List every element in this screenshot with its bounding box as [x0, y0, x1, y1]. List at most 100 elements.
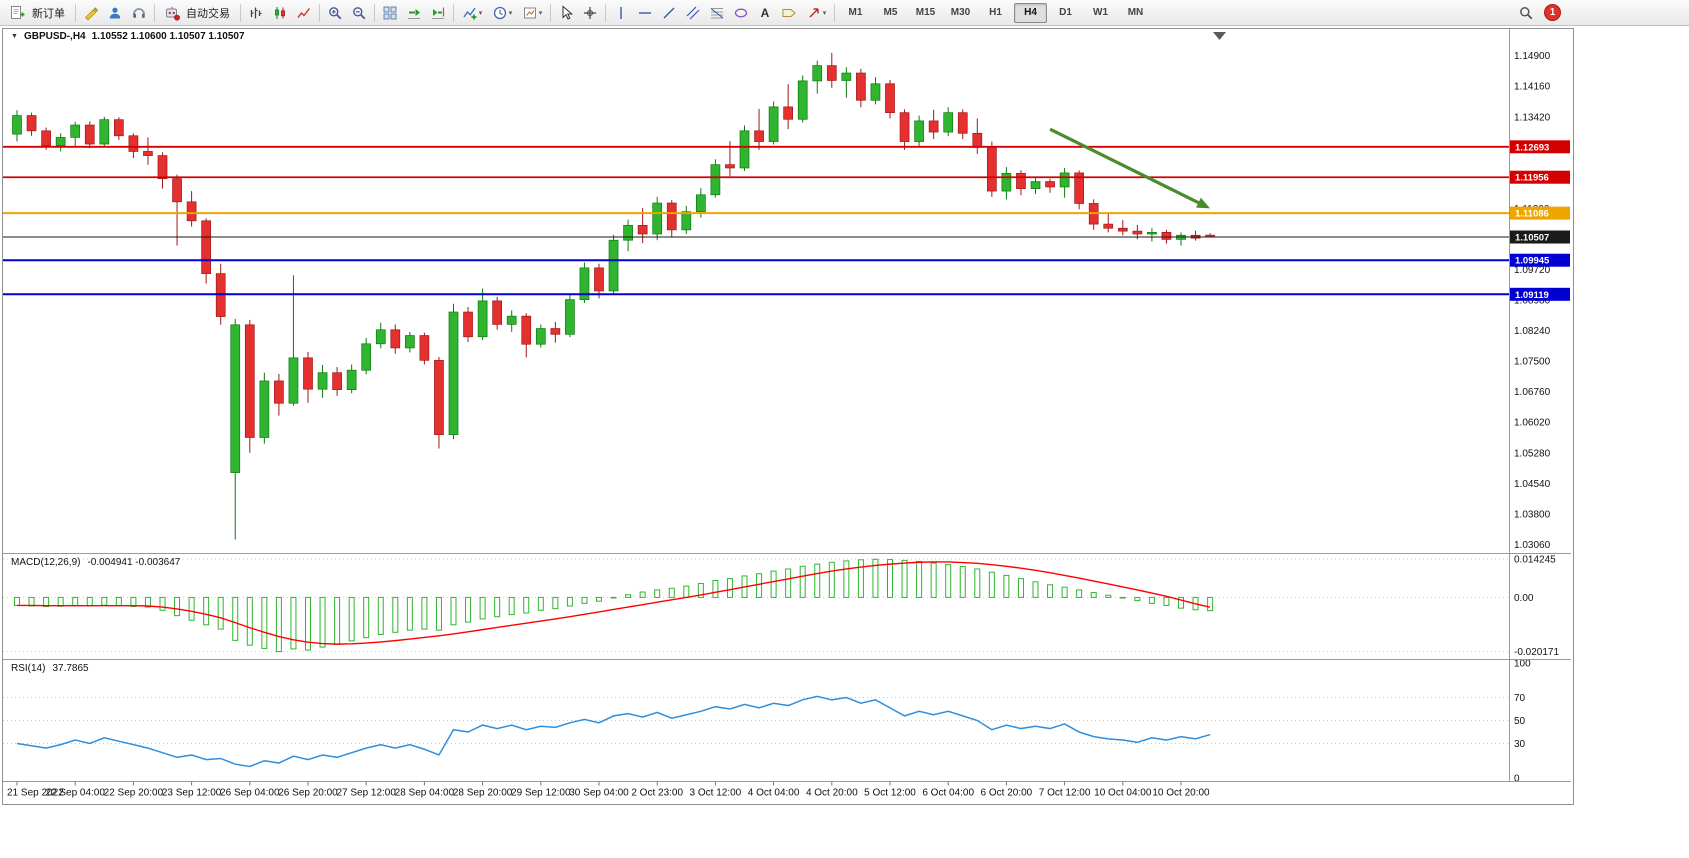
price-tag [1510, 170, 1570, 184]
svg-text:26 Sep 20:00: 26 Sep 20:00 [278, 788, 338, 799]
notification-badge[interactable]: 1 [1544, 4, 1561, 21]
timeframe-button-W1[interactable]: W1 [1093, 7, 1108, 18]
timeframe-button-M15[interactable]: M15 [915, 7, 936, 18]
timeframe-button-H4[interactable]: H4 [1014, 2, 1047, 23]
zoom-in-icon[interactable] [323, 2, 347, 24]
timeframe-button-M1[interactable]: M1 [848, 7, 863, 18]
bar-chart-icon[interactable] [244, 2, 268, 24]
vertical-line-icon[interactable] [609, 2, 633, 24]
candlestick-chart-icon[interactable] [268, 2, 292, 24]
svg-text:1.06020: 1.06020 [1514, 418, 1551, 429]
symbol-period-label: GBPUSD-,H4 [23, 31, 86, 42]
candle [201, 220, 211, 274]
toolbar-separator [453, 3, 454, 22]
arrows-icon[interactable]: ▾ [801, 2, 831, 24]
candle [375, 329, 386, 345]
svg-text:0.00: 0.00 [1514, 593, 1534, 604]
price-lines[interactable]: 1.12693 1.11956 1.11086 1.09945 1.09119 1.105… [3, 140, 1570, 301]
candle [361, 343, 372, 371]
candle [1030, 181, 1041, 189]
candle [303, 357, 313, 390]
indicators-icon[interactable]: ▾ [457, 2, 487, 24]
svg-text:23 Sep 12:00: 23 Sep 12:00 [162, 788, 222, 799]
timeframe-button-M30[interactable]: M30 [950, 7, 971, 18]
candle [1016, 172, 1026, 189]
candle [99, 119, 110, 145]
trendline-icon[interactable] [657, 2, 681, 24]
candle [812, 65, 823, 82]
timeframe-group: M1 M5 M15 M30 H1 H4 D1 W1 MN [838, 2, 1153, 23]
chart-shift-icon[interactable] [426, 2, 450, 24]
toolbar-separator [75, 3, 76, 22]
auto-trading-button[interactable]: 自动交易 [158, 2, 237, 24]
shapes-icon[interactable] [729, 2, 753, 24]
candle [390, 329, 401, 349]
candle [506, 315, 517, 325]
timeframe-button-M5[interactable]: M5 [883, 7, 898, 18]
metaeditor-icon[interactable] [79, 2, 103, 24]
svg-text:1.03800: 1.03800 [1514, 509, 1551, 520]
signals-icon[interactable] [127, 2, 151, 24]
svg-text:10 Oct 20:00: 10 Oct 20:00 [1152, 788, 1210, 799]
svg-text:1.07500: 1.07500 [1514, 357, 1551, 368]
timeframe-button-D1[interactable]: D1 [1059, 7, 1072, 18]
svg-text:1.09119: 1.09119 [1515, 290, 1549, 301]
chevron-down-icon: ▾ [508, 9, 513, 17]
trend-arrow[interactable] [1049, 127, 1211, 209]
svg-text:1.12693: 1.12693 [1515, 142, 1549, 153]
ohlc-readout: 1.10552 1.10600 1.10507 1.10507 [91, 31, 245, 42]
text-icon[interactable]: A [753, 2, 777, 24]
periods-icon[interactable]: ▾ [487, 2, 517, 24]
svg-text:22 Sep 20:00: 22 Sep 20:00 [104, 788, 164, 799]
horizontal-line-icon[interactable] [633, 2, 657, 24]
svg-text:0.014245: 0.014245 [1514, 555, 1556, 566]
chart-window-gbpusd[interactable]: 1.149001.141601.134201.126801.119401.112… [2, 28, 1574, 805]
auto-trading-label: 自动交易 [186, 7, 230, 20]
cursor-icon[interactable] [554, 2, 578, 24]
svg-text:1.08980: 1.08980 [1514, 296, 1551, 307]
svg-text:4 Oct 04:00: 4 Oct 04:00 [748, 788, 800, 799]
candle [1001, 172, 1012, 192]
svg-text:4 Oct 20:00: 4 Oct 20:00 [806, 788, 858, 799]
svg-text:5 Oct 12:00: 5 Oct 12:00 [864, 788, 916, 799]
crosshair-icon[interactable] [578, 2, 602, 24]
timeframe-button-MN[interactable]: MN [1127, 7, 1144, 18]
svg-text:28 Sep 04:00: 28 Sep 04:00 [395, 788, 455, 799]
macd-header: MACD(12,26,9) -0.004941 -0.003647 [11, 557, 180, 568]
channel-icon[interactable] [681, 2, 705, 24]
zoom-out-icon[interactable] [347, 2, 371, 24]
tile-windows-icon[interactable] [378, 2, 402, 24]
svg-text:1.14900: 1.14900 [1514, 51, 1551, 62]
candle [856, 72, 866, 101]
text-label-icon[interactable] [777, 2, 801, 24]
svg-text:22 Sep 04:00: 22 Sep 04:00 [45, 788, 105, 799]
svg-text:30 Sep 04:00: 30 Sep 04:00 [569, 788, 629, 799]
candle [608, 239, 619, 292]
candle [899, 112, 910, 142]
line-chart-icon[interactable] [292, 2, 316, 24]
templates-icon[interactable]: ▾ [517, 2, 547, 24]
candle [448, 311, 459, 435]
candle [914, 120, 924, 142]
candle [957, 112, 968, 134]
search-icon[interactable] [1514, 2, 1538, 24]
market-icon[interactable] [103, 2, 127, 24]
candle [1132, 230, 1143, 235]
toolbar-right-group: 1 [1514, 2, 1561, 24]
workspace: 1.149001.141601.134201.126801.119401.112… [0, 27, 1689, 858]
toolbar-separator [605, 3, 606, 22]
fibonacci-icon[interactable] [705, 2, 729, 24]
candle [885, 83, 895, 114]
chart-canvas[interactable]: 1.149001.141601.134201.126801.119401.112… [3, 29, 1571, 802]
macd-panel: 0.014245 0.00 -0.020171 [3, 555, 1559, 658]
price-tag [1510, 253, 1570, 267]
candle [1059, 172, 1070, 188]
candle [972, 132, 983, 148]
new-order-button[interactable]: 新订单 [4, 2, 72, 24]
one-click-trading-toggle[interactable]: ▼ [11, 33, 18, 40]
candle [84, 124, 95, 145]
auto-scroll-icon[interactable] [402, 2, 426, 24]
chevron-down-icon: ▾ [822, 9, 827, 17]
timeframe-button-H1[interactable]: H1 [989, 7, 1002, 18]
